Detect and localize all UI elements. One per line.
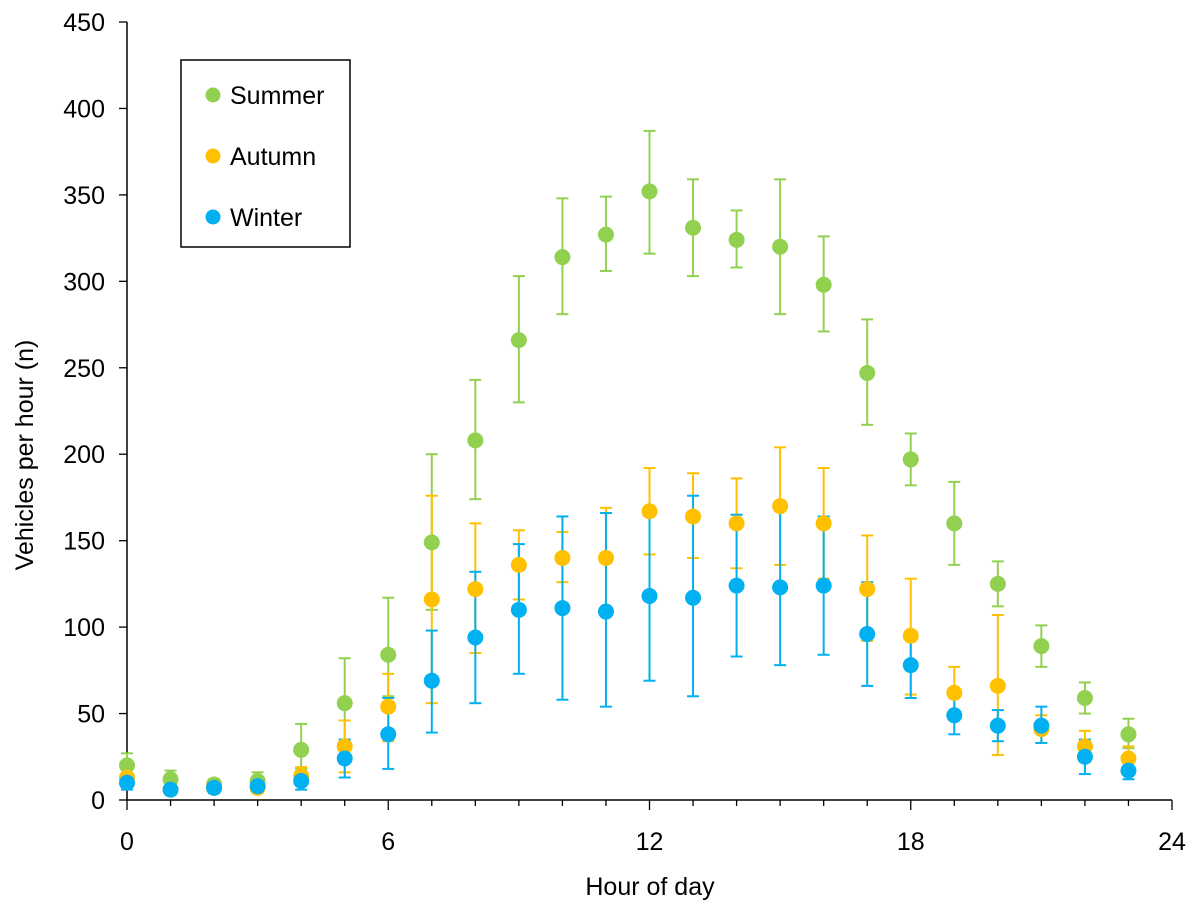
winter-point: [423, 672, 440, 689]
summer-point: [641, 183, 658, 200]
autumn-point: [336, 738, 353, 755]
autumn-point: [815, 515, 832, 532]
autumn-point: [772, 498, 789, 515]
summer-point: [336, 695, 353, 712]
winter-point: [597, 603, 614, 620]
winter-point: [1120, 762, 1137, 779]
winter-point: [336, 750, 353, 767]
y-tick-label: 150: [63, 528, 105, 556]
autumn-point: [989, 677, 1006, 694]
winter-point: [510, 601, 527, 618]
autumn-point: [597, 549, 614, 566]
winter-point: [685, 589, 702, 606]
summer-point: [728, 231, 745, 248]
winter-point: [162, 781, 179, 798]
data-points: [119, 183, 1137, 798]
autumn-point: [554, 549, 571, 566]
autumn-point: [380, 698, 397, 715]
summer-point: [685, 219, 702, 236]
summer-point: [597, 226, 614, 243]
x-tick-label: 0: [120, 828, 134, 856]
x-tick-label: 12: [636, 828, 664, 856]
summer-point: [902, 451, 919, 468]
y-tick-label: 450: [63, 9, 105, 37]
autumn-point: [467, 581, 484, 598]
summer-point: [772, 238, 789, 255]
x-tick-label: 18: [897, 828, 925, 856]
y-tick-label: 400: [63, 95, 105, 123]
autumn-point: [685, 508, 702, 525]
tick-labels: 0 6 12 18 24 0 50 100 150 200 250 300 350 400 450: [63, 9, 1186, 856]
summer-point: [989, 575, 1006, 592]
winter-point: [859, 626, 876, 643]
summer-point: [293, 741, 310, 758]
winter-point: [772, 579, 789, 596]
autumn-point: [728, 515, 745, 532]
y-tick-label: 300: [63, 268, 105, 296]
y-axis-label: Vehicles per hour (n): [11, 340, 39, 571]
autumn-point: [423, 591, 440, 608]
legend-label-autumn: Autumn: [230, 143, 316, 171]
winter-point: [293, 772, 310, 789]
winter-point: [249, 778, 266, 795]
winter-point: [467, 629, 484, 646]
winter-point: [989, 717, 1006, 734]
legend-marker-winter: [205, 209, 221, 225]
x-tick-label: 6: [381, 828, 395, 856]
summer-point: [815, 276, 832, 293]
winter-point: [815, 577, 832, 594]
y-tick-label: 350: [63, 182, 105, 210]
summer-point: [1033, 638, 1050, 655]
y-tick-label: 0: [91, 787, 105, 815]
winter-point: [728, 577, 745, 594]
winter-point: [1033, 717, 1050, 734]
summer-point: [859, 364, 876, 381]
summer-point: [510, 332, 527, 349]
winter-point: [641, 587, 658, 604]
y-tick-label: 100: [63, 614, 105, 642]
winter-point: [119, 774, 135, 791]
summer-point: [467, 432, 484, 449]
summer-point: [946, 515, 963, 532]
legend-marker-autumn: [205, 148, 221, 164]
winter-point: [902, 657, 919, 674]
legend-label-summer: Summer: [230, 82, 324, 110]
x-axis-label: Hour of day: [585, 873, 715, 901]
y-tick-label: 200: [63, 441, 105, 469]
autumn-point: [510, 556, 527, 573]
summer-point: [119, 757, 135, 774]
winter-point: [1076, 748, 1093, 765]
winter-point: [946, 707, 963, 724]
autumn-point: [1120, 750, 1137, 767]
autumn-point: [859, 581, 876, 598]
summer-point: [1076, 689, 1093, 706]
autumn-point: [641, 503, 658, 520]
winter-point: [554, 600, 571, 617]
axes: [119, 21, 1173, 810]
y-tick-label: 250: [63, 355, 105, 383]
winter-point: [380, 726, 397, 743]
legend-marker-summer: [205, 87, 221, 103]
autumn-point: [946, 684, 963, 701]
summer-point: [380, 646, 397, 663]
summer-point: [554, 249, 571, 266]
x-tick-label: 24: [1158, 828, 1186, 856]
autumn-point: [902, 627, 919, 644]
winter-point: [206, 779, 223, 796]
summer-point: [423, 534, 440, 551]
legend-label-winter: Winter: [230, 204, 302, 232]
legend: Summer Autumn Winter: [180, 59, 351, 248]
summer-point: [1120, 726, 1137, 743]
y-tick-label: 50: [77, 701, 105, 729]
